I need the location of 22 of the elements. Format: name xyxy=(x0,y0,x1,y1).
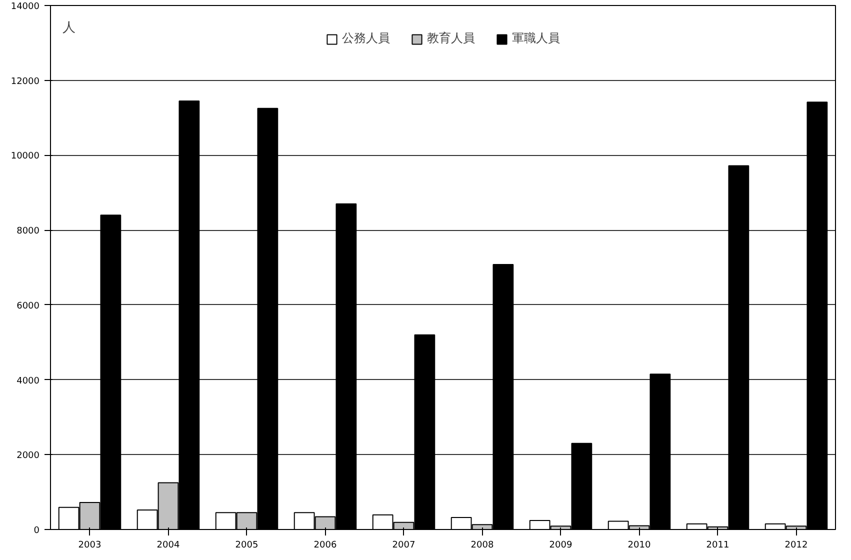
x-tick-label: 2011 xyxy=(706,540,730,550)
y-tick-label: 8000 xyxy=(16,226,40,237)
legend-label: 公務人員 xyxy=(342,30,390,47)
y-tick-label: 12000 xyxy=(10,76,40,87)
x-tick-label: 2006 xyxy=(314,540,337,550)
y-tick-label: 0 xyxy=(34,526,40,536)
legend-label: 教育人員 xyxy=(427,30,475,47)
x-tick-label: 2008 xyxy=(470,540,494,550)
x-tick-label: 2005 xyxy=(235,540,258,550)
x-tick-label: 2003 xyxy=(78,540,102,550)
x-tick-label: 2007 xyxy=(392,540,416,550)
y-tick-label: 4000 xyxy=(16,376,40,386)
y-tick-label: 14000 xyxy=(10,2,40,12)
y-tick-label: 2000 xyxy=(16,451,40,462)
y-tick-label: 10000 xyxy=(10,152,40,162)
x-tick-label: 2004 xyxy=(156,540,180,550)
x-tick-label: 2009 xyxy=(549,540,572,550)
x-tick-label: 2010 xyxy=(628,540,651,550)
y-axis-title: 人 xyxy=(62,20,76,36)
x-tick-label: 2012 xyxy=(784,540,808,550)
legend-label: 軍職人員 xyxy=(512,30,560,47)
y-tick-label: 6000 xyxy=(16,301,40,312)
